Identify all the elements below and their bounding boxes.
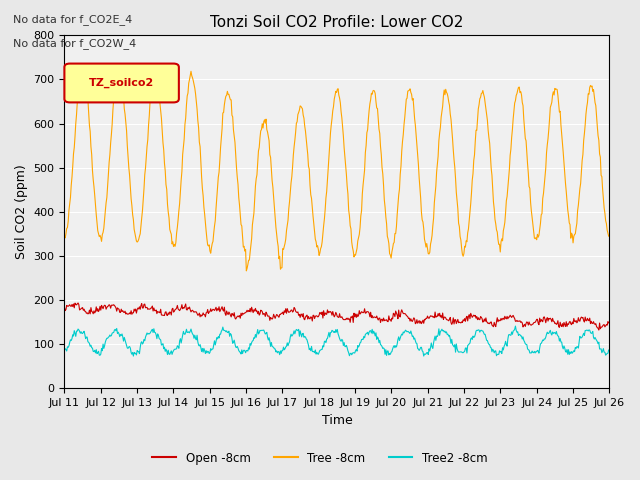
Open -8cm [127,308,135,313]
Tree -8cm [243,268,250,274]
Tree2 -8cm [129,353,137,359]
Legend: Open -8cm, Tree -8cm, Tree2 -8cm: Open -8cm, Tree -8cm, Tree2 -8cm [148,447,492,469]
Open -8cm [61,305,68,311]
Open -8cm [182,307,190,312]
Tree2 -8cm [182,326,190,332]
Text: No data for f_CO2E_4: No data for f_CO2E_4 [13,14,132,25]
Tree2 -8cm [420,353,428,359]
Text: TZ_soilco2: TZ_soilco2 [89,78,154,88]
Tree -8cm [420,236,428,242]
Tree2 -8cm [61,348,68,353]
Title: Tonzi Soil CO2 Profile: Lower CO2: Tonzi Soil CO2 Profile: Lower CO2 [210,15,463,30]
Tree -8cm [211,218,219,224]
Tree -8cm [182,102,190,108]
Line: Open -8cm: Open -8cm [65,303,609,330]
Tree -8cm [605,233,613,239]
Open -8cm [420,321,428,326]
Text: No data for f_CO2W_4: No data for f_CO2W_4 [13,38,136,49]
Line: Tree -8cm: Tree -8cm [65,68,609,271]
Tree2 -8cm [605,348,613,353]
Tree2 -8cm [404,328,412,334]
Tree -8cm [127,196,135,202]
Open -8cm [595,327,603,333]
Open -8cm [74,300,82,306]
Line: Tree2 -8cm: Tree2 -8cm [65,326,609,356]
Y-axis label: Soil CO2 (ppm): Soil CO2 (ppm) [15,165,28,259]
FancyBboxPatch shape [65,63,179,102]
Tree -8cm [115,65,122,71]
Tree -8cm [61,234,68,240]
Open -8cm [211,306,219,312]
X-axis label: Time: Time [321,414,352,427]
Tree2 -8cm [511,323,519,329]
Tree -8cm [70,144,78,150]
Tree2 -8cm [127,345,134,351]
Open -8cm [605,319,613,325]
Tree2 -8cm [70,328,78,334]
Open -8cm [404,314,412,320]
Tree2 -8cm [211,342,219,348]
Open -8cm [70,305,78,311]
Tree -8cm [404,88,412,94]
